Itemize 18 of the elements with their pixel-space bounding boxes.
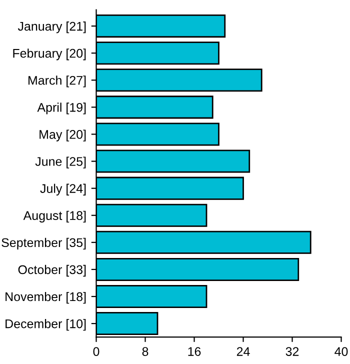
y-tick-label: December [10]: [6, 319, 86, 331]
y-tick-label: July [24]: [40, 184, 86, 196]
x-tick-label: 8: [142, 347, 148, 356]
x-tick-label: 16: [188, 347, 201, 356]
x-tick-label: 40: [334, 347, 348, 356]
y-tick-label: March [27]: [28, 76, 86, 88]
y-tick-label: October [33]: [18, 264, 86, 277]
y-tick-label: August [18]: [23, 210, 86, 222]
y-tick-label: May [20]: [40, 130, 86, 142]
y-tick-label: June [25]: [35, 156, 86, 168]
y-tick-label: February [20]: [13, 48, 86, 60]
y-tick-label: November [18]: [6, 292, 86, 304]
y-tick-label: January [21]: [18, 22, 86, 34]
y-tick-label: April [19]: [37, 102, 86, 114]
x-tick-label: 0: [93, 347, 100, 356]
x-tick-label: 24: [236, 347, 250, 356]
y-tick-label: September [35]: [2, 238, 86, 250]
x-tick-label: 32: [286, 347, 299, 356]
